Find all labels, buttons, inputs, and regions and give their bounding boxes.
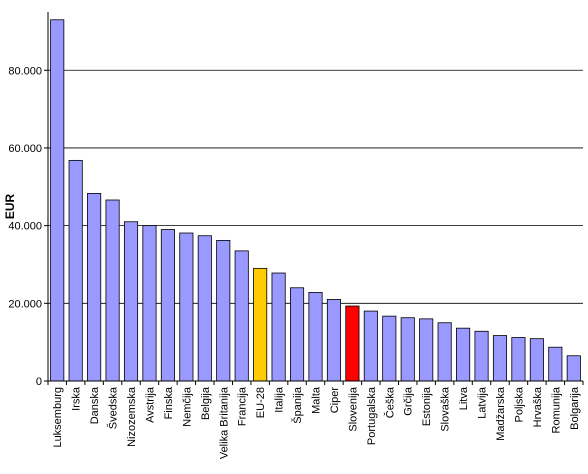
bar: [474, 330, 489, 382]
x-tick-label: Irska: [71, 386, 83, 411]
y-tick-label: 80.000: [8, 65, 42, 77]
bar: [326, 299, 341, 382]
bar: [271, 272, 286, 382]
bar: [87, 192, 102, 382]
x-tick-label: Ciper: [329, 387, 341, 414]
x-tick-label: Nizozemska: [126, 386, 138, 447]
bar: [216, 239, 231, 382]
bar: [290, 287, 305, 382]
x-tick-label: Italija: [274, 386, 286, 413]
bar: [419, 318, 434, 382]
x-tick-labels: Luksemburg Irska Danska Švedska Nizozemska Av…: [52, 386, 581, 459]
x-tick-label: Avstrija: [144, 386, 156, 423]
bar: [529, 338, 544, 382]
x-tick-label: Bolgarija: [569, 386, 581, 430]
x-tick-label: Slovenija: [347, 386, 359, 432]
bar: [363, 310, 378, 382]
x-tick-label: Litva: [458, 386, 470, 410]
x-tick-label: Estonija: [421, 386, 433, 426]
x-tick-label: Francija: [237, 386, 249, 426]
y-axis-label: EUR: [3, 194, 17, 220]
x-tick-label: Portugalska: [366, 386, 378, 445]
x-tick-label: Velika Britanija: [218, 386, 230, 459]
x-tick-label: Madžarska: [495, 386, 507, 441]
y-tick-label: 0: [36, 376, 42, 388]
bar: [68, 159, 83, 382]
bar: [308, 292, 323, 382]
bar: [382, 315, 397, 382]
x-tick-label: Finska: [163, 386, 175, 419]
bar: [400, 317, 415, 382]
x-tick-label: EU-28: [255, 387, 267, 418]
bar: [105, 199, 120, 382]
x-tick-label: Švedska: [107, 386, 120, 429]
bar: [345, 305, 360, 382]
bar: [253, 267, 268, 382]
x-tick-label: Španija: [291, 386, 304, 424]
bar: [234, 250, 249, 382]
x-tick-label: Danska: [89, 386, 101, 424]
y-tick-label: 60.000: [8, 143, 42, 155]
bar: [548, 346, 563, 382]
x-tick-label: Latvija: [477, 386, 489, 419]
axes: [44, 12, 584, 385]
y-tick-label: 40.000: [8, 221, 42, 233]
bar: [160, 229, 175, 382]
y-tick-label: 20.000: [8, 298, 42, 310]
bars: [50, 19, 581, 382]
bar: [437, 322, 452, 382]
bar: [492, 335, 508, 382]
x-tick-label: Slovaška: [440, 386, 452, 432]
x-tick-label: Grčija: [403, 386, 415, 416]
x-tick-label: Nemčija: [181, 386, 193, 427]
x-tick-label: Romunija: [550, 386, 562, 433]
x-tick-label: Luksemburg: [52, 387, 64, 448]
x-tick-label: Hrvaška: [532, 386, 544, 427]
bar: [197, 235, 212, 382]
bar: [179, 232, 194, 382]
bar: [566, 355, 581, 382]
bar: [456, 327, 471, 382]
bar: [50, 19, 65, 382]
y-tick-labels: 0 20.000 40.000 60.000 80.000: [8, 65, 42, 388]
bar: [511, 337, 526, 382]
bar: [123, 221, 139, 382]
bar: [142, 225, 157, 382]
x-tick-label: Belgija: [200, 386, 212, 420]
x-tick-label: Poljska: [513, 386, 525, 422]
x-tick-label: Malta: [311, 386, 323, 414]
x-tick-label: Češka: [383, 386, 396, 418]
